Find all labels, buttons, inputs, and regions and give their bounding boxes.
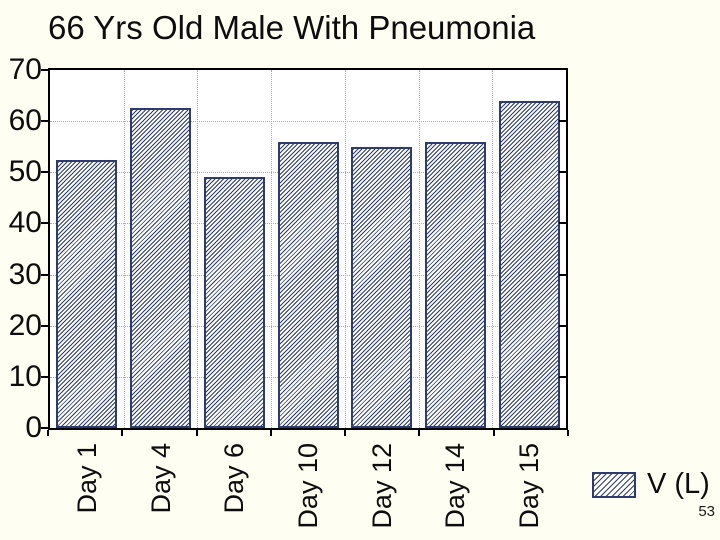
x-tick-0	[47, 430, 49, 436]
gridline-x-4	[344, 70, 346, 428]
y-tick-right-20	[559, 324, 566, 327]
y-tick-left-20	[41, 324, 48, 327]
x-tick-label-day-1: Day 1	[71, 443, 102, 514]
gridline-x-3	[271, 70, 273, 428]
y-tick-label-70: 70	[8, 53, 42, 86]
bar-day-4	[130, 108, 192, 428]
bar-day-15	[498, 100, 560, 428]
plot-area	[48, 68, 568, 430]
x-tick-label-day-4: Day 4	[145, 443, 176, 514]
x-tick-1	[121, 430, 124, 436]
legend: V (L)	[592, 468, 710, 501]
x-tick-label-day-10: Day 10	[293, 443, 323, 529]
gridline-x-2	[197, 70, 199, 428]
y-tick-label-40: 40	[8, 206, 42, 240]
y-tick-left-60	[41, 120, 48, 123]
gridline-x-6	[492, 70, 494, 428]
x-tick-4	[344, 430, 347, 436]
y-tick-left-50	[41, 171, 48, 174]
bar-day-12	[351, 146, 413, 428]
x-tick-3	[269, 430, 272, 436]
gridline-x-1	[123, 70, 125, 428]
chart-title: 66 Yrs Old Male With Pneumonia	[48, 9, 536, 46]
bar-day-1	[56, 159, 118, 428]
y-tick-left-40	[41, 222, 48, 225]
y-tick-left-0	[41, 427, 48, 429]
y-tick-right-30	[559, 273, 566, 276]
y-tick-right-40	[559, 222, 566, 225]
x-tick-2	[195, 430, 198, 436]
y-tick-right-60	[559, 120, 566, 123]
y-tick-right-10	[559, 375, 566, 378]
bar-day-14	[424, 141, 486, 428]
bar-day-10	[277, 141, 339, 428]
x-tick-label-day-14: Day 14	[440, 443, 471, 529]
gridline-y-60	[50, 121, 566, 123]
x-tick-6	[492, 430, 495, 436]
x-tick-5	[418, 430, 421, 436]
y-tick-right-50	[559, 171, 566, 174]
y-tick-label-20: 20	[8, 308, 42, 342]
page-number: 53	[698, 503, 715, 520]
legend-hatched-swatch-icon	[592, 471, 636, 498]
y-tick-label-10: 10	[8, 359, 42, 393]
x-tick-label-day-12: Day 12	[366, 443, 397, 529]
x-tick-label-day-6: Day 6	[219, 443, 250, 514]
gridline-x-5	[418, 70, 420, 428]
y-tick-label-60: 60	[8, 104, 42, 138]
y-tick-left-10	[41, 375, 48, 378]
x-tick-7	[567, 430, 569, 436]
y-tick-label-50: 50	[8, 155, 42, 189]
y-tick-label-0: 0	[25, 411, 42, 444]
y-tick-left-70	[41, 69, 48, 71]
y-tick-left-30	[41, 273, 48, 276]
y-tick-label-30: 30	[8, 257, 42, 291]
legend-label: V (L)	[647, 468, 710, 500]
bar-day-6	[203, 177, 265, 428]
x-tick-label-day-15: Day 15	[514, 443, 545, 529]
